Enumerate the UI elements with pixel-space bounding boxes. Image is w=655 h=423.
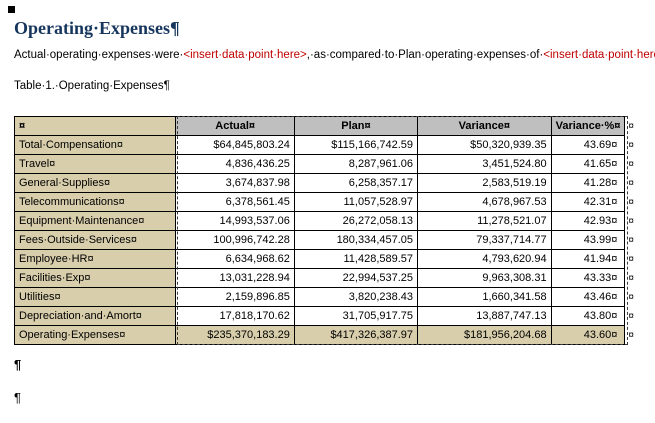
table-caption: Table·1.·Operating·Expenses¶ bbox=[14, 80, 170, 92]
table-header-row: ¤ Actual¤ Plan¤ Variance¤ Variance·%¤ ¤ bbox=[13, 116, 643, 136]
cell-variance-pct[interactable]: 43.69¤ bbox=[550, 135, 626, 155]
table-row: Utilities¤ 2,159,896.85 3,820,238.43 1,660,… bbox=[13, 287, 643, 307]
cell-actual[interactable]: 3,674,837.98 bbox=[175, 173, 295, 193]
cell-label[interactable]: Equipment·Maintenance¤ bbox=[13, 211, 177, 231]
cell-variance[interactable]: 11,278,521.07 bbox=[417, 211, 552, 231]
cell-variance-pct[interactable]: 43.99¤ bbox=[550, 230, 626, 250]
cell-label[interactable]: Fees·Outside·Services¤ bbox=[13, 230, 177, 250]
cell-plan[interactable]: 6,258,357.17 bbox=[293, 173, 419, 193]
cell-label[interactable]: Employee·HR¤ bbox=[13, 249, 177, 269]
cell-actual[interactable]: 100,996,742.28 bbox=[175, 230, 295, 250]
cell-plan[interactable]: 11,057,528.97 bbox=[293, 192, 419, 212]
cell-label[interactable]: Utilities¤ bbox=[13, 287, 177, 307]
cell-variance-pct[interactable]: 41.28¤ bbox=[550, 173, 626, 193]
cell-actual[interactable]: 6,634,968.62 bbox=[175, 249, 295, 269]
cell-plan[interactable]: $417,326,387.97 bbox=[293, 325, 419, 345]
table-row: General·Supplies¤ 3,674,837.98 6,258,357.1… bbox=[13, 173, 643, 193]
table-row: Equipment·Maintenance¤ 14,993,537.06 26,27… bbox=[13, 211, 643, 231]
paragraph-text: ,·as·compared·to·Plan·operating·expenses… bbox=[306, 49, 544, 61]
table-row: Operating·Expenses¤ $235,370,183.29 $417,3… bbox=[13, 325, 643, 345]
cell-variance[interactable]: 4,678,967.53 bbox=[417, 192, 552, 212]
intro-paragraph: Actual·operating·expenses·were·<insert·d… bbox=[14, 47, 655, 64]
expenses-table-body: Total·Compensation¤ $64,845,803.24 $115,16… bbox=[13, 135, 643, 345]
paragraph-mark: ¶ bbox=[14, 357, 22, 372]
cell-actual[interactable]: 14,993,537.06 bbox=[175, 211, 295, 231]
cell-variance-pct[interactable]: 43.60¤ bbox=[550, 325, 626, 345]
cell-variance-pct[interactable]: 43.46¤ bbox=[550, 287, 626, 307]
cell-actual[interactable]: 13,031,228.94 bbox=[175, 268, 295, 288]
cell-variance[interactable]: 9,963,308.31 bbox=[417, 268, 552, 288]
cell-variance[interactable]: $50,320,939.35 bbox=[417, 135, 552, 155]
header-cell-plan[interactable]: Plan¤ bbox=[293, 116, 419, 136]
header-cell-actual[interactable]: Actual¤ bbox=[175, 116, 295, 136]
cell-label[interactable]: General·Supplies¤ bbox=[13, 173, 177, 193]
end-of-row-marker: ¤ bbox=[628, 158, 634, 170]
cell-variance-pct[interactable]: 41.65¤ bbox=[550, 154, 626, 174]
end-of-row-marker: ¤ bbox=[628, 177, 634, 189]
cell-actual[interactable]: 2,159,896.85 bbox=[175, 287, 295, 307]
cell-variance[interactable]: $181,956,204.68 bbox=[417, 325, 552, 345]
header-cell-variance[interactable]: Variance¤ bbox=[417, 116, 552, 136]
end-of-row-marker: ¤ bbox=[628, 234, 634, 246]
cell-variance-pct[interactable]: 43.33¤ bbox=[550, 268, 626, 288]
cell-actual[interactable]: 4,836,436.25 bbox=[175, 154, 295, 174]
table-row: Facilities·Exp¤ 13,031,228.94 22,994,537.2… bbox=[13, 268, 643, 288]
cell-variance-pct[interactable]: 43.80¤ bbox=[550, 306, 626, 326]
cell-variance-pct[interactable]: 42.93¤ bbox=[550, 211, 626, 231]
end-of-row-marker: ¤ bbox=[628, 310, 634, 322]
cell-variance[interactable]: 3,451,524.80 bbox=[417, 154, 552, 174]
cell-plan[interactable]: 180,334,457.05 bbox=[293, 230, 419, 250]
cell-label[interactable]: Depreciation·and·Amort¤ bbox=[13, 306, 177, 326]
table-row: Telecommunications¤ 6,378,561.45 11,057,52… bbox=[13, 192, 643, 212]
cell-label[interactable]: Telecommunications¤ bbox=[13, 192, 177, 212]
data-point-placeholder-2[interactable]: <insert·data·point·here> bbox=[543, 49, 655, 61]
object-anchor-marker bbox=[8, 6, 15, 13]
end-of-row-marker: ¤ bbox=[628, 120, 634, 132]
paragraph-text: Actual·operating·expenses·were· bbox=[14, 49, 184, 61]
cell-plan[interactable]: 3,820,238.43 bbox=[293, 287, 419, 307]
table-container: ¤ Actual¤ Plan¤ Variance¤ Variance·%¤ ¤ … bbox=[13, 116, 643, 345]
cell-plan[interactable]: 31,705,917.75 bbox=[293, 306, 419, 326]
end-of-row-marker: ¤ bbox=[628, 329, 634, 341]
end-of-row-marker: ¤ bbox=[628, 253, 634, 265]
cell-variance-pct[interactable]: 41.94¤ bbox=[550, 249, 626, 269]
cell-variance[interactable]: 2,583,519.19 bbox=[417, 173, 552, 193]
cell-variance[interactable]: 4,793,620.94 bbox=[417, 249, 552, 269]
cell-variance[interactable]: 13,887,747.13 bbox=[417, 306, 552, 326]
cell-actual[interactable]: $235,370,183.29 bbox=[175, 325, 295, 345]
cell-label[interactable]: Travel¤ bbox=[13, 154, 177, 174]
cell-label[interactable]: Total·Compensation¤ bbox=[13, 135, 177, 155]
cell-actual[interactable]: 6,378,561.45 bbox=[175, 192, 295, 212]
page-title: Operating·Expenses¶ bbox=[14, 18, 180, 38]
cell-variance[interactable]: 1,660,341.58 bbox=[417, 287, 552, 307]
table-row: Employee·HR¤ 6,634,968.62 11,428,589.57 4,7… bbox=[13, 249, 643, 269]
cell-plan[interactable]: 26,272,058.13 bbox=[293, 211, 419, 231]
cell-variance[interactable]: 79,337,714.77 bbox=[417, 230, 552, 250]
cell-label[interactable]: Facilities·Exp¤ bbox=[13, 268, 177, 288]
table-row: Fees·Outside·Services¤ 100,996,742.28 180,… bbox=[13, 230, 643, 250]
cell-plan[interactable]: 11,428,589.57 bbox=[293, 249, 419, 269]
data-point-placeholder-1[interactable]: <insert·data·point·here> bbox=[183, 49, 307, 61]
table-row: Travel¤ 4,836,436.25 8,287,961.06 3,451,524… bbox=[13, 154, 643, 174]
cell-label[interactable]: Operating·Expenses¤ bbox=[13, 325, 177, 345]
cell-variance-pct[interactable]: 42.31¤ bbox=[550, 192, 626, 212]
expenses-table: ¤ Actual¤ Plan¤ Variance¤ Variance·%¤ ¤ … bbox=[13, 116, 643, 345]
paragraph-mark: ¶ bbox=[14, 390, 21, 405]
cell-plan[interactable]: 8,287,961.06 bbox=[293, 154, 419, 174]
header-cell-blank[interactable]: ¤ bbox=[13, 116, 177, 136]
end-of-row-marker: ¤ bbox=[628, 291, 634, 303]
end-of-row-marker: ¤ bbox=[628, 196, 634, 208]
table-row: Depreciation·and·Amort¤ 17,818,170.62 31,7… bbox=[13, 306, 643, 326]
end-of-row-marker: ¤ bbox=[628, 139, 634, 151]
cell-actual[interactable]: $64,845,803.24 bbox=[175, 135, 295, 155]
cell-plan[interactable]: 22,994,537.25 bbox=[293, 268, 419, 288]
end-of-row-marker: ¤ bbox=[628, 215, 634, 227]
cell-actual[interactable]: 17,818,170.62 bbox=[175, 306, 295, 326]
table-row: Total·Compensation¤ $64,845,803.24 $115,16… bbox=[13, 135, 643, 155]
document-body: Operating·Expenses¶ Actual·operating·exp… bbox=[13, 18, 655, 405]
cell-plan[interactable]: $115,166,742.59 bbox=[293, 135, 419, 155]
header-cell-variance-pct[interactable]: Variance·%¤ bbox=[550, 116, 626, 136]
end-of-row-marker: ¤ bbox=[628, 272, 634, 284]
